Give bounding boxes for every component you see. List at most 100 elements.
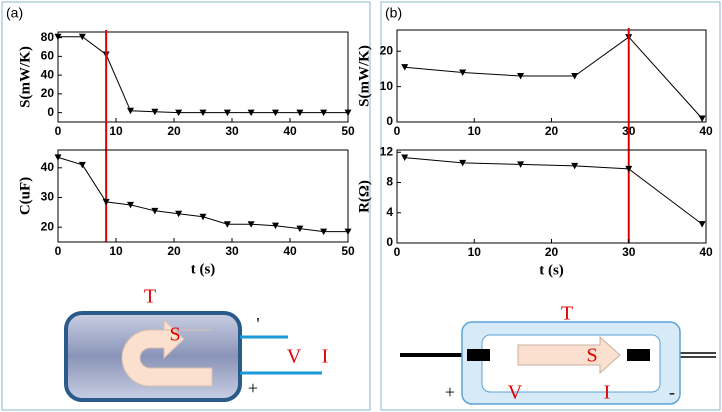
marker <box>320 109 328 117</box>
y-tick-label: 10 <box>380 79 394 93</box>
x-tick-label: 20 <box>545 124 559 138</box>
x-tick-label: 40 <box>283 124 297 138</box>
x-tick-label: 10 <box>468 124 482 138</box>
marker <box>401 154 409 162</box>
diagram-label: I <box>322 346 329 368</box>
diagram-label: + <box>445 382 455 402</box>
data-line <box>404 157 703 225</box>
y-tick-label: 30 <box>41 190 55 204</box>
x-tick-label: 0 <box>394 245 401 259</box>
x-tick-label: 10 <box>468 245 482 259</box>
marker <box>223 109 231 117</box>
x-tick-label: 50 <box>341 244 355 258</box>
diagram-label: T <box>144 286 156 308</box>
marker <box>127 107 134 115</box>
x-tick-label: 20 <box>167 244 181 258</box>
plot-frame <box>57 31 349 123</box>
marker <box>571 162 579 170</box>
panel-label: (a) <box>6 5 23 21</box>
diagram-label: V <box>508 382 523 404</box>
marker <box>78 161 86 169</box>
y-axis-label: C(uF) <box>17 177 33 215</box>
diagram-label: V <box>287 346 302 368</box>
x-tick-label: 40 <box>283 244 297 258</box>
x-tick-label: 30 <box>622 245 636 259</box>
marker <box>296 225 304 233</box>
marker <box>199 213 207 221</box>
marker <box>401 64 409 71</box>
marker <box>272 109 279 117</box>
marker <box>272 222 279 230</box>
panel-label: (b) <box>385 5 402 21</box>
x-tick-label: 10 <box>109 124 123 138</box>
y-tick-label: 40 <box>41 160 55 174</box>
data-line <box>58 36 348 114</box>
marker <box>247 109 255 117</box>
marker <box>625 165 633 173</box>
x-tick-label: 20 <box>167 124 181 138</box>
y-axis-label: R(Ω) <box>356 180 372 213</box>
x-tick-label: 0 <box>394 124 401 138</box>
y-tick-label: 60 <box>41 49 55 63</box>
y-tick-label: 0 <box>386 114 393 128</box>
y-axis-label: S(mW/K) <box>17 46 33 108</box>
diagram-a: T S ' V I + <box>64 286 329 402</box>
marker <box>571 73 579 80</box>
y-tick-label: 4 <box>386 205 393 219</box>
plot-frame <box>57 149 349 243</box>
y-tick-label: 8 <box>386 175 393 189</box>
x-tick-label: 10 <box>109 244 123 258</box>
panel-frame <box>380 1 721 411</box>
x-tick-label: 40 <box>699 124 713 138</box>
diagram-b: T S + V I - <box>400 303 716 405</box>
u-arrow <box>121 318 213 387</box>
marker <box>199 109 207 117</box>
marker <box>54 33 62 41</box>
x-tick-label: 30 <box>225 124 239 138</box>
diagram-label: - <box>669 382 675 402</box>
x-tick-label: 40 <box>699 245 713 259</box>
y-axis-label: S(mW/K) <box>356 45 372 107</box>
marker <box>517 73 525 80</box>
marker <box>517 161 525 168</box>
marker <box>320 228 328 236</box>
x-tick-label: 20 <box>545 245 559 259</box>
marker <box>175 210 183 218</box>
marker <box>344 228 352 236</box>
diagram-label: S <box>586 345 597 367</box>
device-body <box>64 311 242 402</box>
marker <box>102 198 110 206</box>
marker <box>54 154 62 161</box>
y-tick-label: 0 <box>386 235 393 249</box>
y-tick-label: 20 <box>41 219 55 233</box>
marker <box>344 109 352 117</box>
y-tick-label: 12 <box>380 144 394 158</box>
x-tick-label: 30 <box>225 244 239 258</box>
y-tick-label: 80 <box>41 30 55 44</box>
marker <box>698 115 706 122</box>
y-tick-label: 0 <box>47 105 54 119</box>
y-tick-label: 20 <box>380 43 394 57</box>
marker <box>151 207 159 215</box>
x-axis-label: t (s) <box>191 261 216 277</box>
x-axis-label: t (s) <box>539 262 564 278</box>
marker <box>247 221 255 228</box>
marker <box>296 109 304 117</box>
marker <box>151 108 159 116</box>
diagram-label: ' <box>256 314 259 334</box>
marker <box>175 109 183 117</box>
diagram-label: S <box>169 324 180 346</box>
marker <box>698 221 706 228</box>
marker <box>459 69 467 76</box>
x-tick-label: 0 <box>55 244 62 258</box>
diagram-label: T <box>561 303 573 325</box>
marker <box>78 33 86 41</box>
x-tick-label: 0 <box>55 124 62 138</box>
y-tick-label: 40 <box>41 67 55 81</box>
marker <box>459 159 467 167</box>
plot-frame <box>396 149 707 244</box>
panel-frame <box>1 1 371 411</box>
contact <box>627 349 650 361</box>
y-tick-label: 20 <box>41 86 55 100</box>
